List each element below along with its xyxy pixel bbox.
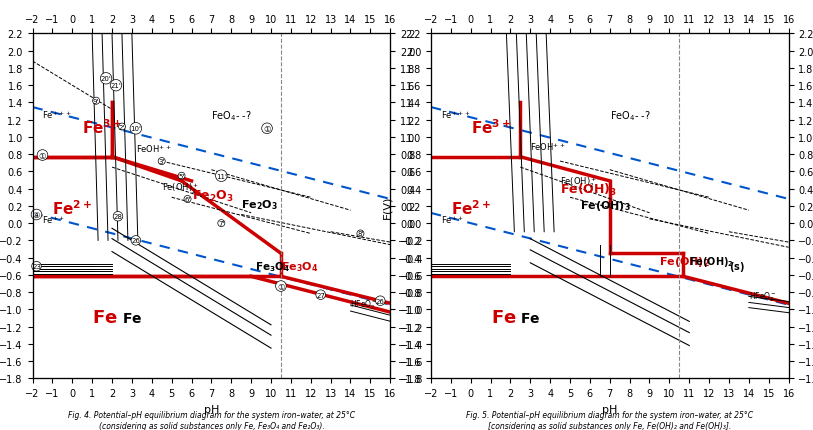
Text: FeOH$^{++}$: FeOH$^{++}$ [136,143,172,155]
Text: HFeO$_2^-$: HFeO$_2^-$ [749,289,776,303]
Text: $\mathbf{Fe(OH)_2}$: $\mathbf{Fe(OH)_2}$ [659,255,711,269]
Text: 5': 5' [178,173,185,179]
Text: Fe(OH)$_2^+$: Fe(OH)$_2^+$ [560,175,597,189]
Text: $\mathbf{Fe^{3+}}$: $\mathbf{Fe^{3+}}$ [82,118,123,136]
Text: Fe$^{+++}$: Fe$^{+++}$ [42,109,72,121]
Text: Fig. 5. Potential–pH equilibrium diagram for the system iron–water, at 25°C
[con: Fig. 5. Potential–pH equilibrium diagram… [466,411,754,430]
Text: $\mathbf{Fe^{2+}}$: $\mathbf{Fe^{2+}}$ [52,200,93,218]
Text: ①: ① [277,282,285,291]
Text: 21': 21' [111,83,121,89]
Text: Fe(OH)$_2^+$: Fe(OH)$_2^+$ [162,181,198,195]
Text: HFeO$_2^-$: HFeO$_2^-$ [350,298,378,311]
Y-axis label: E(V): E(V) [382,195,392,218]
Text: 6': 6' [185,197,191,203]
Text: 26: 26 [132,238,141,244]
Text: $\mathbf{Fe}$: $\mathbf{Fe}$ [520,311,541,326]
Text: $\mathbf{Fe^{2+}}$: $\mathbf{Fe^{2+}}$ [450,200,491,218]
Text: ⑧: ⑧ [33,211,41,219]
Text: Fe$^{++}$: Fe$^{++}$ [42,214,65,226]
Text: $\mathbf{Fe}$: $\mathbf{Fe}$ [122,311,142,326]
Text: 26: 26 [376,298,385,304]
Text: FeO$_4$- -?: FeO$_4$- -? [610,109,650,123]
Text: 11': 11' [216,173,227,179]
Text: $\mathbf{Fe_2O_3}$: $\mathbf{Fe_2O_3}$ [241,198,278,212]
Text: 10': 10' [130,126,141,132]
Text: 7': 7' [218,221,224,227]
Text: Fe$^{+++}$: Fe$^{+++}$ [441,109,471,121]
Text: 23: 23 [32,264,41,270]
Text: ①: ① [39,151,46,160]
Text: $\mathbf{(s)}$: $\mathbf{(s)}$ [729,259,745,273]
Text: $\mathbf{Fe_2O_3}$: $\mathbf{Fe_2O_3}$ [192,188,233,204]
Text: $\mathbf{Fe_3O_4}$: $\mathbf{Fe_3O_4}$ [255,259,290,273]
Text: $\mathbf{Fe_3O_4}$: $\mathbf{Fe_3O_4}$ [281,259,319,273]
Text: $\mathbf{Fe^{3+}}$: $\mathbf{Fe^{3+}}$ [471,118,511,136]
Text: $\mathbf{Fe(OH)_2}$: $\mathbf{Fe(OH)_2}$ [689,255,734,269]
Text: 3': 3' [159,159,165,165]
Text: Fe$^{++}$: Fe$^{++}$ [441,214,463,226]
Text: FeO$_4$- -?: FeO$_4$- -? [211,109,252,123]
Text: 2': 2' [119,124,125,130]
Text: 9': 9' [93,98,99,104]
Text: Fig. 4. Potential–pH equilibrium diagram for the system iron–water, at 25°C
(con: Fig. 4. Potential–pH equilibrium diagram… [67,411,355,430]
Text: $\mathbf{Fe}$: $\mathbf{Fe}$ [92,309,118,326]
Text: $\mathbf{Fe}$: $\mathbf{Fe}$ [490,309,516,326]
Text: $\mathbf{Fe(OH)_3}$: $\mathbf{Fe(OH)_3}$ [580,198,631,212]
X-axis label: pH: pH [204,404,219,414]
Text: ①: ① [263,125,271,133]
Text: 8': 8' [357,231,363,237]
Text: FeOH$^{++}$: FeOH$^{++}$ [530,141,566,153]
Text: 20': 20' [101,76,111,82]
X-axis label: pH: pH [602,404,617,414]
Text: 28: 28 [114,214,123,220]
Text: $\mathbf{Fe(OH)_3}$: $\mathbf{Fe(OH)_3}$ [560,181,617,198]
Text: 27: 27 [316,292,325,298]
